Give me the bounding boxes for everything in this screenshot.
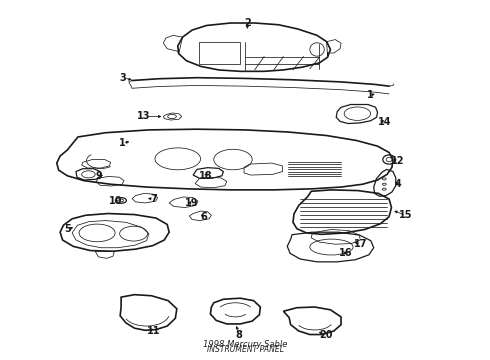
Text: 1998 Mercury Sable: 1998 Mercury Sable xyxy=(203,340,287,349)
Text: 3: 3 xyxy=(119,73,126,83)
Text: 4: 4 xyxy=(394,179,401,189)
Text: 15: 15 xyxy=(399,210,413,220)
Text: 8: 8 xyxy=(236,329,243,339)
Text: 19: 19 xyxy=(184,198,198,208)
Text: 17: 17 xyxy=(353,239,367,249)
Text: 18: 18 xyxy=(199,171,213,181)
Text: 6: 6 xyxy=(201,212,208,222)
Text: 2: 2 xyxy=(244,18,251,28)
Text: 10: 10 xyxy=(109,196,122,206)
Text: 7: 7 xyxy=(150,194,157,204)
Text: 16: 16 xyxy=(339,248,353,258)
Text: 5: 5 xyxy=(64,224,71,234)
Text: 1: 1 xyxy=(119,138,126,148)
Text: 9: 9 xyxy=(95,171,102,181)
Text: 12: 12 xyxy=(391,156,404,166)
Text: INSTRUMENT PANEL: INSTRUMENT PANEL xyxy=(206,345,284,354)
Text: 13: 13 xyxy=(137,112,151,121)
Text: 1: 1 xyxy=(367,90,373,100)
Text: 11: 11 xyxy=(147,326,161,336)
Text: 20: 20 xyxy=(319,329,332,339)
Text: 14: 14 xyxy=(377,117,391,127)
